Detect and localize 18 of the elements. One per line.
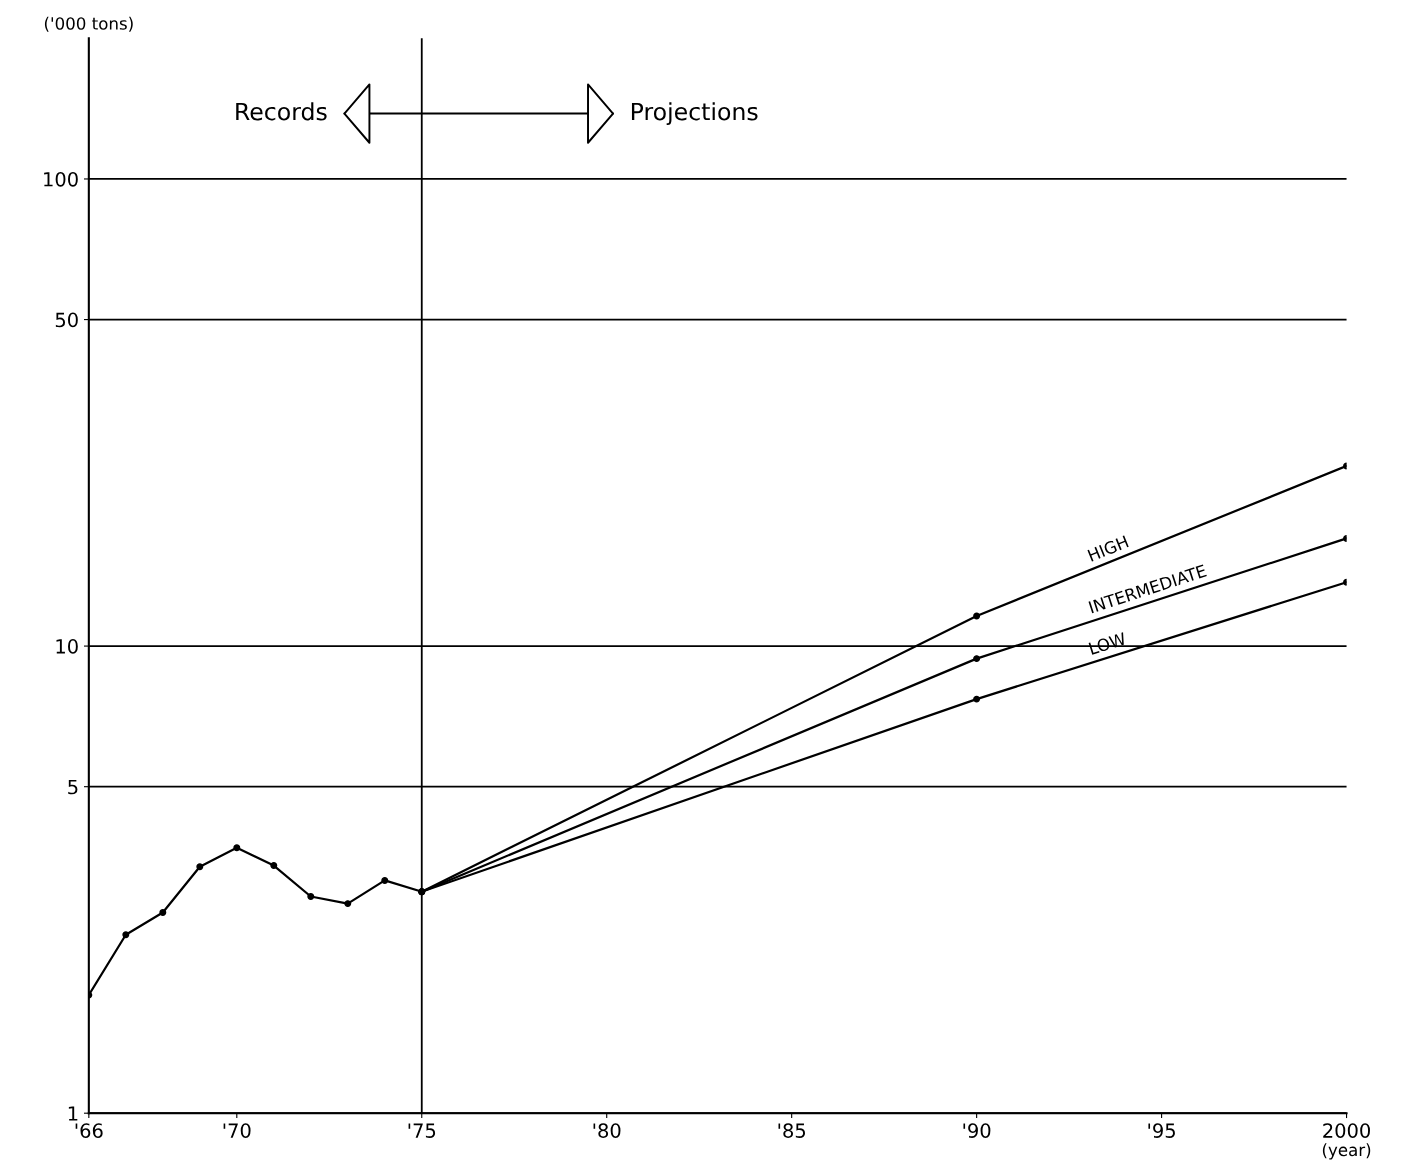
text: HIGH <box>1087 535 1129 562</box>
x-tick-label: '75 <box>408 1123 436 1138</box>
x-tick-label: '95 <box>1148 1123 1175 1138</box>
annotation: Records <box>236 102 327 121</box>
y-tick-label: 100 <box>44 171 78 187</box>
x-axis-title: (year) <box>1322 1143 1371 1160</box>
y-tick-label: 1 <box>68 1106 78 1121</box>
x-tick-label: '90 <box>963 1123 991 1138</box>
x-tick-label: '85 <box>778 1123 806 1138</box>
x-tick-label: '66 <box>75 1123 103 1138</box>
y-tick-label: 50 <box>55 312 78 328</box>
x-tick-label: '80 <box>593 1123 621 1138</box>
y-axis-title: ('000 tons) <box>44 16 133 32</box>
x-tick-label: 2000 <box>1323 1123 1370 1138</box>
x-tick-label: '70 <box>223 1123 251 1138</box>
y-tick-label: 5 <box>68 779 78 795</box>
annotation: Projections <box>631 102 758 126</box>
y-tick-label: 10 <box>56 639 78 654</box>
